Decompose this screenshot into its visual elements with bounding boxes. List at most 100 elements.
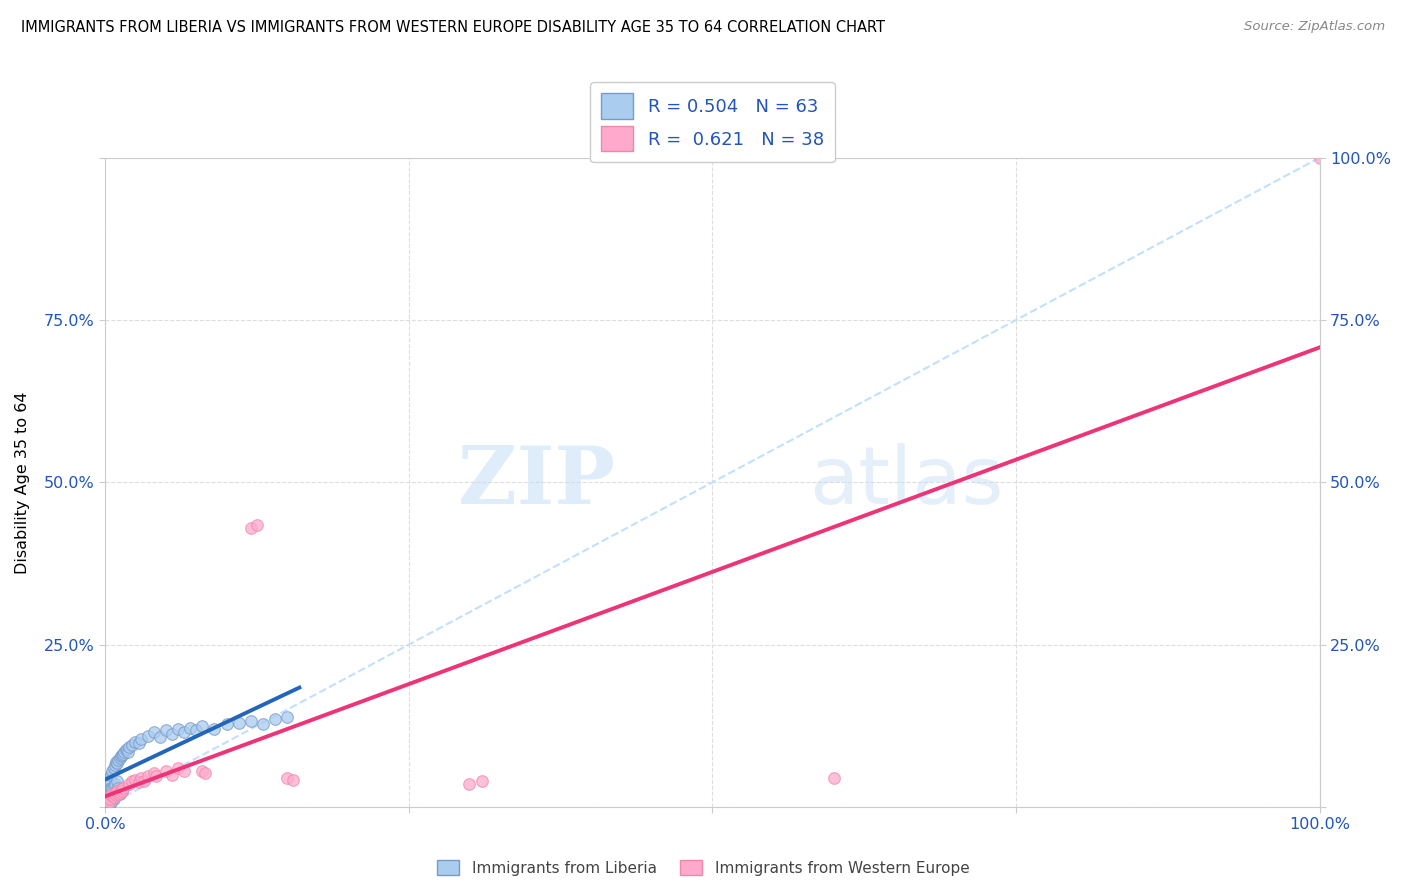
Point [191, 764, 214, 779]
Point [108, 787, 131, 801]
Point [136, 729, 159, 743]
Point [167, 761, 190, 775]
Point [276, 710, 298, 724]
Point [97, 771, 120, 785]
Point [136, 769, 159, 783]
Point [104, 777, 127, 791]
Point [114, 745, 136, 759]
Point [132, 774, 155, 789]
Point [96, 795, 118, 809]
Point [103, 790, 125, 805]
Point [104, 786, 127, 800]
Point [97, 793, 120, 807]
Point [142, 766, 165, 780]
Point [194, 766, 217, 780]
Y-axis label: Disability Age 35 to 64: Disability Age 35 to 64 [15, 391, 30, 574]
Text: atlas: atlas [810, 443, 1004, 521]
Point [103, 779, 125, 793]
Point [283, 772, 305, 787]
Point [167, 722, 190, 736]
Point [239, 714, 262, 729]
Point [115, 741, 138, 756]
Point [96, 793, 118, 807]
Point [97, 795, 120, 809]
Point [458, 777, 481, 791]
Point [98, 797, 121, 811]
Point [191, 719, 214, 733]
Point [202, 722, 225, 736]
Point [276, 771, 298, 785]
Point [97, 774, 120, 789]
Point [101, 764, 124, 779]
Point [101, 781, 124, 796]
Point [114, 743, 136, 757]
Point [215, 717, 238, 731]
Point [100, 780, 122, 795]
Point [124, 735, 146, 749]
Point [471, 774, 494, 789]
Point [107, 780, 129, 795]
Point [155, 723, 177, 738]
Point [104, 783, 127, 797]
Point [96, 787, 118, 801]
Point [100, 789, 122, 803]
Point [104, 757, 127, 772]
Point [173, 764, 195, 779]
Point [239, 521, 262, 535]
Point [128, 775, 150, 789]
Point [131, 731, 153, 746]
Point [117, 745, 139, 759]
Point [112, 747, 135, 761]
Point [1309, 151, 1331, 165]
Point [105, 783, 128, 797]
Point [100, 795, 122, 809]
Point [121, 774, 143, 789]
Point [96, 783, 118, 797]
Point [100, 789, 122, 803]
Point [173, 725, 195, 739]
Point [160, 727, 183, 741]
Point [105, 774, 128, 789]
Point [142, 725, 165, 739]
Point [264, 712, 287, 726]
Point [107, 787, 129, 801]
Point [108, 786, 131, 800]
Point [97, 790, 120, 805]
Point [124, 772, 146, 787]
Point [98, 775, 121, 789]
Point [103, 792, 125, 806]
Text: Source: ZipAtlas.com: Source: ZipAtlas.com [1244, 20, 1385, 33]
Point [98, 792, 121, 806]
Point [118, 777, 141, 791]
Point [110, 781, 132, 796]
Point [96, 797, 118, 811]
Point [108, 751, 131, 765]
Text: ZIP: ZIP [458, 443, 616, 521]
Point [111, 783, 134, 797]
Point [100, 767, 122, 781]
Point [155, 764, 177, 779]
Point [252, 717, 274, 731]
Point [96, 780, 118, 795]
Point [246, 517, 269, 532]
Point [111, 783, 134, 797]
Point [121, 739, 143, 753]
Legend: Immigrants from Liberia, Immigrants from Western Europe: Immigrants from Liberia, Immigrants from… [430, 854, 976, 881]
Legend: R = 0.504   N = 63, R =  0.621   N = 38: R = 0.504 N = 63, R = 0.621 N = 38 [591, 82, 835, 162]
Point [179, 721, 201, 735]
Point [186, 723, 208, 738]
Point [145, 769, 167, 783]
Point [131, 771, 153, 785]
Point [101, 787, 124, 801]
Point [98, 772, 121, 787]
Point [103, 761, 125, 775]
Point [101, 790, 124, 805]
Point [228, 715, 250, 730]
Point [149, 730, 172, 744]
Point [118, 740, 141, 755]
Point [112, 780, 135, 795]
Point [128, 736, 150, 750]
Point [107, 753, 129, 767]
Point [105, 756, 128, 770]
Point [823, 771, 845, 785]
